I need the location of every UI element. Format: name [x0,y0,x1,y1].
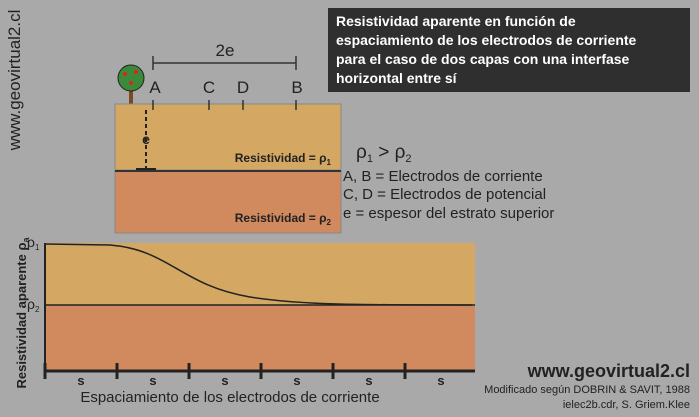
y-tick-label: ρ2 [27,296,40,314]
y-tick-label: ρ1 [27,234,40,252]
segment-label: s [221,373,228,388]
electrode-label: C [203,78,215,97]
rho: ρ [395,142,406,163]
y-label-sub: a [21,236,31,242]
segment-label: s [365,373,372,388]
title-line: Resistividad aparente en función de [336,13,576,29]
y-axis-label: Resistividad aparente ρa [14,236,31,388]
rho: ρ [27,296,35,312]
y-label-text: Resistividad aparente ρ [14,242,29,388]
title-box [328,8,690,92]
sub: 1 [35,243,40,252]
segment-label: s [149,373,156,388]
operator: > [373,142,395,163]
thickness-label: e [142,131,150,147]
spacing-bracket [152,56,297,70]
layer-label: Resistividad = ρ2 [235,211,332,227]
title-line: espaciamiento de los electrodos de corri… [336,32,637,48]
upper-layer [114,103,342,171]
relation: ρ1 > ρ2 [356,142,412,165]
footer-credit: Modificado según DOBRIN & SAVIT, 1988 [484,384,690,396]
title-line: horizontal entre sí [336,70,458,86]
lower-layer [114,169,342,234]
electrode-ticks [152,100,297,110]
footer-site: www.geovirtual2.cl [527,361,690,381]
rho: ρ [27,234,35,250]
sub: 1 [367,153,373,165]
segment-label: s [77,373,84,388]
title: Resistividad aparente en función de espa… [336,13,637,86]
graph-upper [45,243,475,305]
layer-label: Resistividad = ρ1 [235,151,332,167]
electrode-label: D [237,78,249,97]
title-line: para el caso de dos capas con una interf… [336,51,630,67]
sub: 2 [405,153,411,165]
spacing-label: 2e [216,41,235,60]
graph-lower [45,305,475,371]
x-axis-label: Espaciamiento de los electrodos de corri… [80,389,379,406]
layer-sub: 2 [327,218,332,227]
legend-line: A, B = Electrodos de corriente [343,168,543,185]
tree-icon [117,64,145,104]
legend-line: C, D = Electrodos de potencial [343,186,546,203]
layer-sub: 1 [327,158,332,167]
sub: 2 [35,305,40,314]
layer-text: Resistividad = ρ [235,211,327,225]
resistivity-curve [44,243,473,306]
watermark: www.geovirtual2.cl [5,10,24,152]
segment-label: s [293,373,300,388]
legend-line: e = espesor del estrato superior [343,205,554,222]
segment-label: s [437,373,444,388]
electrode-label: A [149,78,161,97]
electrode-label: B [291,78,302,97]
footer-file: ielec2b.cdr, S. Griem.Klee [563,399,690,411]
rho: ρ [356,142,367,163]
layer-text: Resistividad = ρ [235,151,327,165]
